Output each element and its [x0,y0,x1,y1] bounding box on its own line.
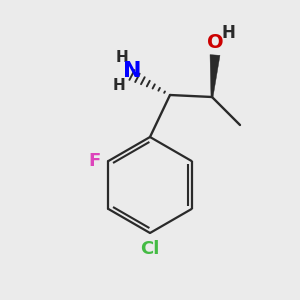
Polygon shape [210,55,220,97]
Text: H: H [116,50,128,64]
Text: N: N [123,61,141,81]
Text: H: H [221,24,235,42]
Text: Cl: Cl [140,240,160,258]
Text: H: H [112,77,125,92]
Text: F: F [88,152,100,170]
Text: O: O [207,32,223,52]
